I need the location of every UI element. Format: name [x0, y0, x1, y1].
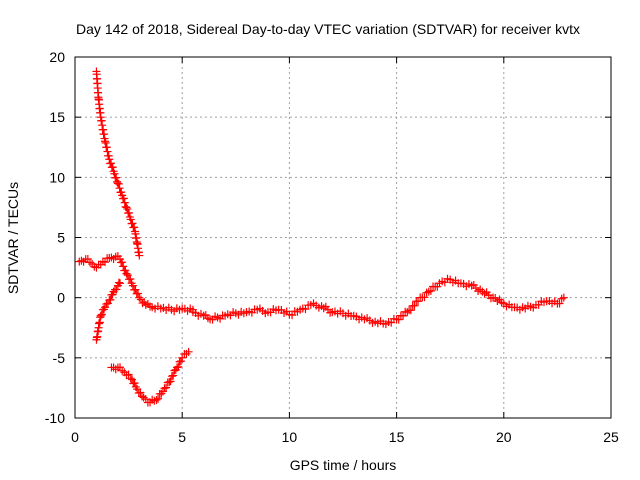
x-tick-label: 0 [71, 429, 79, 445]
series-early-arc [75, 252, 197, 316]
data-point [107, 253, 116, 262]
data-point [121, 266, 130, 275]
data-point [426, 286, 435, 295]
data-point [102, 143, 111, 152]
x-axis-label: GPS time / hours [290, 457, 397, 473]
data-point [125, 208, 134, 217]
data-point [414, 297, 423, 306]
data-point [117, 188, 126, 197]
data-point [410, 301, 419, 310]
data-point [126, 215, 135, 224]
y-axis-label: SDTVAR / TECUs [5, 182, 21, 294]
series-main-trace [188, 274, 568, 329]
data-point [182, 349, 191, 358]
data-point [112, 173, 121, 182]
x-tick-label: 5 [178, 429, 186, 445]
data-point [110, 169, 119, 178]
data-point [154, 394, 163, 403]
y-tick-label: 10 [49, 169, 65, 185]
data-point [107, 159, 116, 168]
y-tick-label: -10 [45, 410, 65, 426]
data-point [176, 357, 185, 366]
data-point [134, 289, 143, 298]
data-point [406, 306, 415, 315]
series-rising-branch [92, 278, 125, 344]
data-point [162, 383, 171, 392]
data-point [394, 315, 403, 324]
data-point [118, 258, 127, 267]
data-point [403, 308, 412, 317]
data-points [75, 67, 568, 407]
data-point [160, 384, 169, 393]
x-tick-label: 15 [389, 429, 405, 445]
data-point [104, 151, 113, 160]
data-point [135, 251, 144, 260]
y-tick-label: -5 [53, 350, 66, 366]
data-point [559, 293, 568, 302]
data-point [152, 395, 161, 404]
data-point [101, 137, 110, 146]
data-point [128, 219, 137, 228]
data-point [422, 288, 431, 297]
x-tick-label: 10 [282, 429, 298, 445]
data-point [108, 163, 117, 172]
data-point [122, 269, 131, 278]
data-point [166, 377, 175, 386]
data-point [112, 285, 121, 294]
data-point [319, 304, 328, 313]
y-tick-label: 20 [49, 49, 65, 65]
data-point [97, 310, 106, 319]
data-point [478, 287, 487, 296]
data-point [130, 378, 139, 387]
data-point [557, 294, 566, 303]
data-point [116, 279, 125, 288]
data-point [135, 293, 144, 302]
data-point [165, 377, 174, 386]
data-point [420, 293, 429, 302]
data-point [173, 363, 182, 372]
data-point [167, 372, 176, 381]
grid-lines [75, 57, 611, 418]
data-point [113, 179, 122, 188]
data-point [103, 147, 112, 156]
y-tick-label: 0 [57, 290, 65, 306]
data-point [119, 262, 128, 271]
data-point [96, 311, 105, 320]
data-point [555, 299, 564, 308]
data-point [126, 374, 135, 383]
data-point [130, 223, 139, 232]
data-point [106, 295, 115, 304]
data-point [123, 204, 132, 213]
x-tick-label: 25 [603, 429, 619, 445]
data-point [150, 396, 159, 405]
data-point [136, 388, 145, 397]
data-point [126, 275, 135, 284]
series-dip-arc [107, 347, 193, 407]
data-point [120, 198, 129, 207]
data-point [169, 371, 178, 380]
axis-ticks: 0 5 10 15 20 25 -10 -5 0 5 10 15 20 [45, 49, 619, 445]
data-point [101, 138, 110, 147]
data-point [174, 362, 183, 371]
data-point [114, 179, 123, 188]
data-point [184, 347, 193, 356]
data-point [116, 363, 125, 372]
chart-title: Day 142 of 2018, Sidereal Day-to-day VTE… [76, 21, 580, 37]
y-tick-label: 15 [49, 109, 65, 125]
x-tick-label: 20 [496, 429, 512, 445]
data-point [77, 256, 86, 265]
series-steep-decay [92, 67, 144, 260]
data-point [115, 184, 124, 193]
y-tick-label: 5 [57, 230, 65, 246]
data-point [119, 194, 128, 203]
data-point [122, 203, 131, 212]
data-point [424, 287, 433, 296]
data-point [111, 365, 120, 374]
data-point [433, 282, 442, 291]
data-point [399, 311, 408, 320]
data-point [105, 155, 114, 164]
